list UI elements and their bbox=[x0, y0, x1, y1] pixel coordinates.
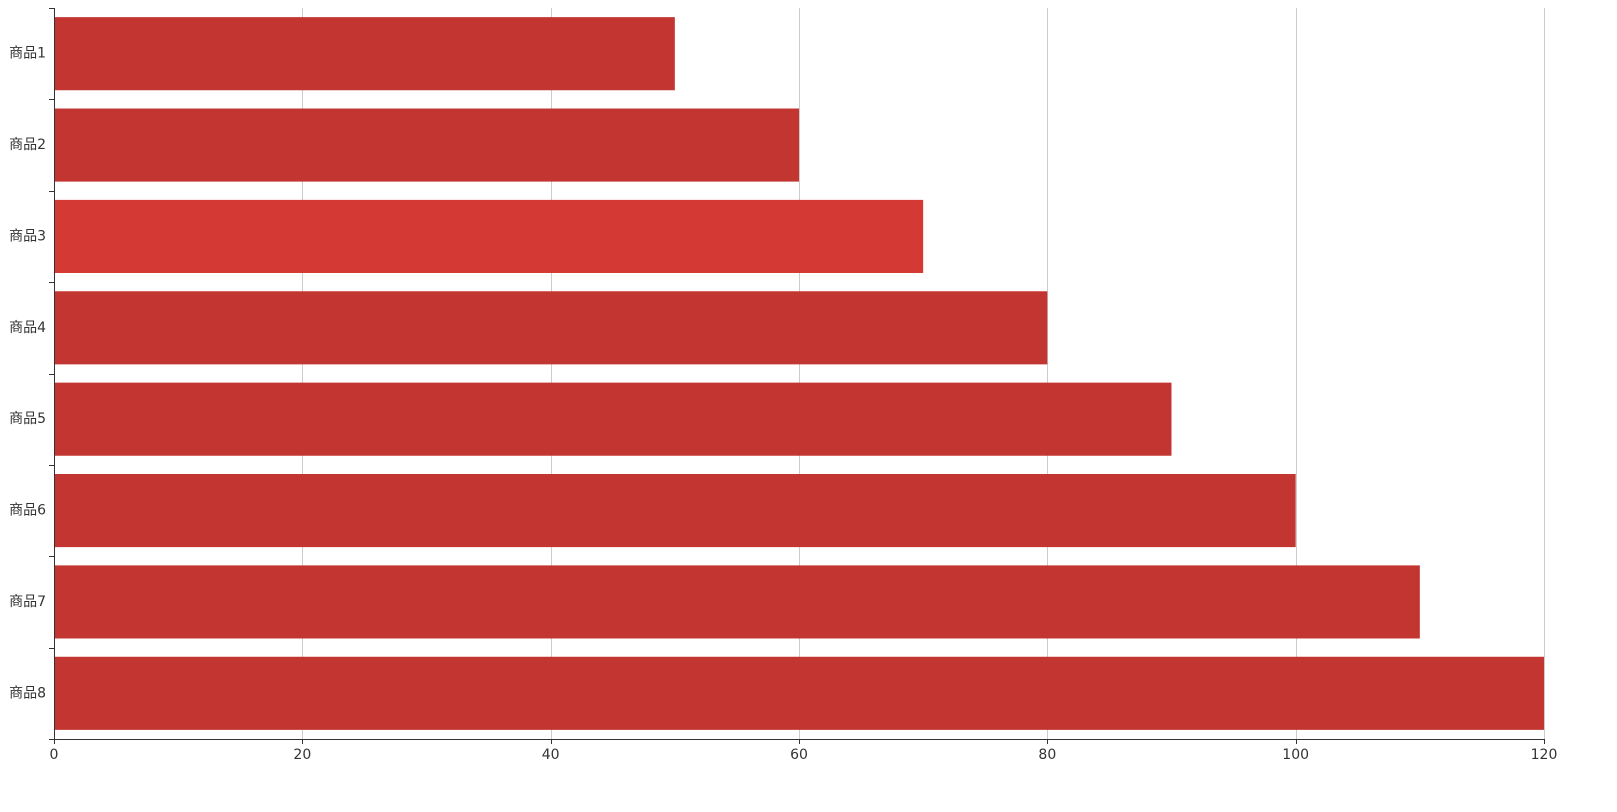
x-tick-label-0: 0 bbox=[50, 747, 59, 763]
bar-4[interactable] bbox=[54, 291, 1048, 365]
x-tick-label-3: 60 bbox=[790, 747, 808, 763]
y-tick-label-2: 商品2 bbox=[9, 137, 46, 153]
bar-3[interactable] bbox=[54, 199, 924, 273]
y-tick-label-5: 商品5 bbox=[9, 411, 46, 427]
x-tick-label-4: 80 bbox=[1038, 747, 1056, 763]
bar-1[interactable] bbox=[54, 17, 675, 91]
axis-layer bbox=[49, 8, 1545, 744]
x-tick-label-6: 120 bbox=[1531, 747, 1558, 763]
y-tick-label-1: 商品1 bbox=[9, 46, 46, 62]
bar-6[interactable] bbox=[54, 474, 1296, 548]
bar-2[interactable] bbox=[54, 108, 799, 182]
y-tick-label-8: 商品8 bbox=[9, 685, 46, 701]
x-tick-label-1: 20 bbox=[293, 747, 311, 763]
label-layer: 商品1 商品2 商品3 商品4 商品5 商品6 商品7 商品8 0 20 40 60 80 100 120 bbox=[9, 46, 1557, 763]
y-tick-label-7: 商品7 bbox=[9, 594, 46, 610]
x-tick-label-5: 100 bbox=[1282, 747, 1309, 763]
y-tick-label-3: 商品3 bbox=[9, 228, 46, 244]
bar-7[interactable] bbox=[54, 565, 1420, 639]
bar-5[interactable] bbox=[54, 382, 1172, 456]
y-tick-label-4: 商品4 bbox=[9, 320, 46, 336]
bar-layer bbox=[54, 17, 1544, 730]
y-tick-label-6: 商品6 bbox=[9, 503, 46, 519]
x-tick-label-2: 40 bbox=[542, 747, 560, 763]
bar-8[interactable] bbox=[54, 656, 1544, 730]
